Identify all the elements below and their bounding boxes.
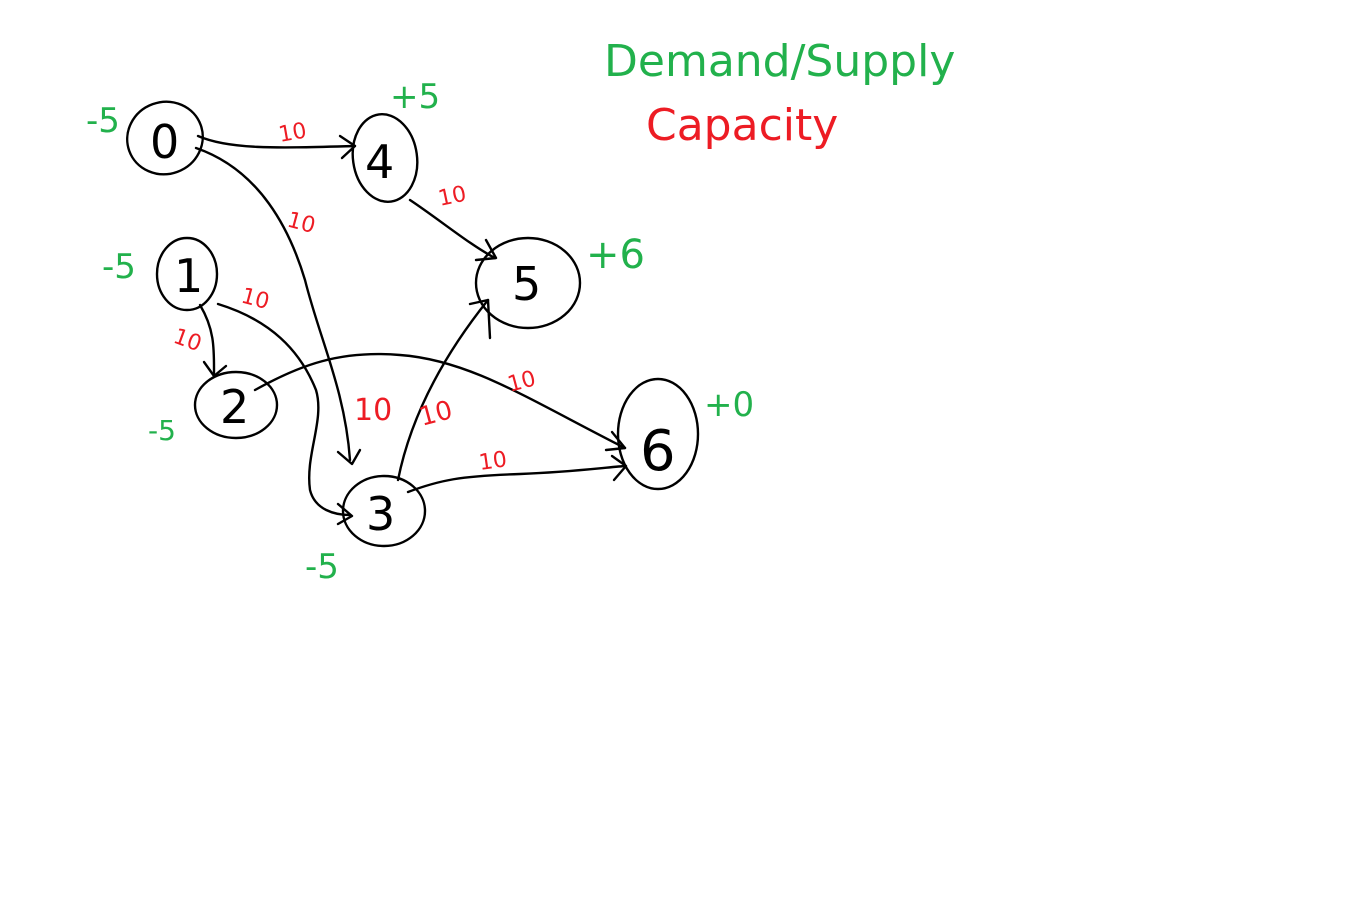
capacity-edge-3-6: 10: [477, 447, 508, 476]
capacity-edge-4-5: 10: [436, 182, 469, 212]
node-4: 4: [351, 113, 419, 203]
arrowhead-0-4: [338, 134, 357, 160]
capacity-edge-0-3: 10: [284, 208, 318, 239]
demand-node-3: -5: [305, 547, 339, 587]
svg-text:3: 3: [366, 487, 395, 541]
edge-0-3: [194, 146, 352, 462]
demand-node-5: +6: [586, 232, 645, 278]
node-1: 1: [155, 236, 219, 312]
arrowhead-0-3: [336, 448, 362, 466]
demand-node-2: -5: [148, 414, 176, 447]
edges: [194, 134, 628, 526]
svg-text:0: 0: [150, 115, 179, 169]
legend-capacity: Capacity: [646, 100, 838, 151]
capacity-edge-1-2: 10: [170, 324, 205, 357]
svg-text:1: 1: [174, 249, 203, 303]
capacity-edge-2-6: 10: [505, 366, 539, 397]
demand-labels: -5 -5 -5 -5 +5 +6 +0: [86, 77, 754, 587]
capacity-edge-0-3-arrow: 10: [354, 393, 392, 428]
edge-4-5: [408, 198, 497, 260]
node-2: 2: [193, 370, 279, 440]
demand-node-6: +0: [704, 385, 754, 425]
svg-text:6: 6: [640, 419, 676, 484]
capacity-edge-1-3: 10: [238, 284, 272, 315]
node-6: 6: [616, 377, 700, 491]
legend-demand-supply: Demand/Supply: [604, 36, 955, 87]
edge-3-6: [406, 464, 627, 494]
arrowhead-3-5: [468, 298, 492, 340]
edge-0-4: [196, 134, 357, 149]
node-0: 0: [126, 100, 204, 176]
svg-text:2: 2: [220, 380, 249, 434]
capacity-edge-0-4: 10: [277, 118, 309, 147]
node-3: 3: [341, 474, 427, 548]
svg-text:5: 5: [512, 257, 541, 311]
arrowhead-2-6: [604, 430, 627, 452]
nodes: 0 1 2 3 4 5 6: [126, 100, 700, 548]
edge-1-3: [216, 302, 352, 517]
edge-2-6: [253, 352, 627, 450]
edge-3-5: [396, 298, 490, 482]
edge-1-2: [198, 303, 216, 376]
demand-node-0: -5: [86, 101, 120, 141]
svg-text:4: 4: [365, 135, 394, 189]
demand-node-1: -5: [102, 247, 136, 287]
demand-node-4: +5: [390, 77, 440, 117]
node-5: 5: [474, 236, 582, 330]
capacity-edge-3-5: 10: [416, 395, 456, 433]
